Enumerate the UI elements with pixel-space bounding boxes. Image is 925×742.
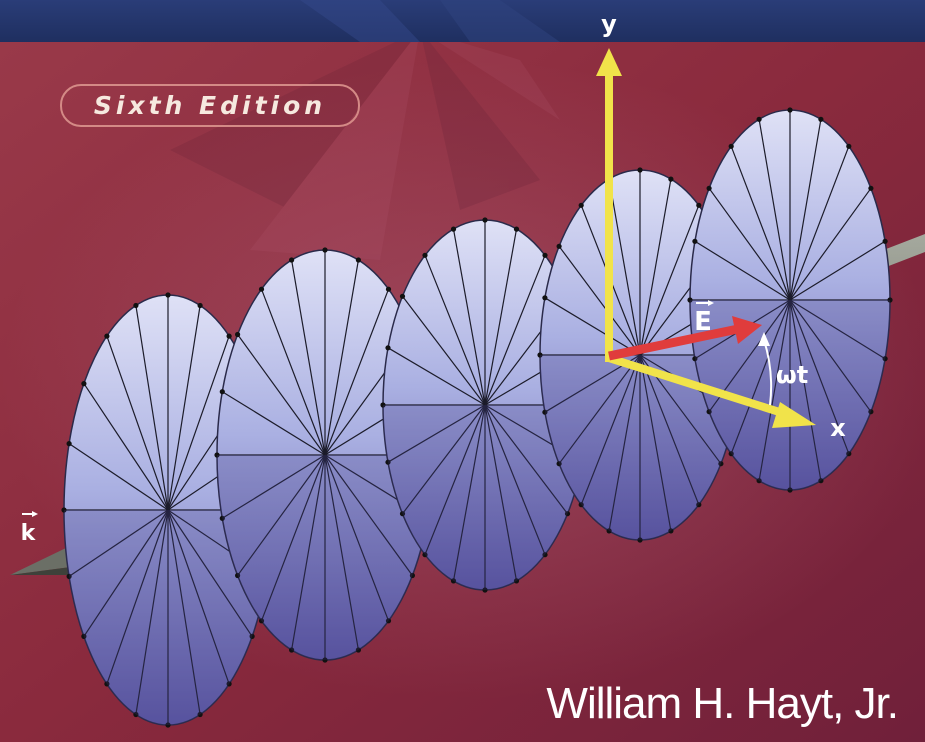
helix-discs: [61, 107, 893, 728]
omega-t-arrow: [758, 332, 770, 346]
x-axis-arrow: [772, 402, 816, 428]
e-vector-line: [608, 324, 739, 361]
y-axis-label: y: [601, 10, 617, 38]
omega-t-label: ωt: [776, 361, 808, 389]
helix-disc: [214, 247, 436, 663]
x-axis-line: [607, 354, 794, 420]
edition-badge: [60, 84, 360, 127]
k-vector-label: k: [21, 521, 37, 546]
e-vector-arrow: [732, 316, 762, 344]
background-fan-shapes: [170, 30, 560, 260]
edition-title: Sixth Edition: [94, 91, 326, 120]
x-axis-label: x: [830, 414, 846, 442]
coordinate-axes: [596, 48, 816, 428]
y-axis-arrow: [596, 48, 622, 76]
e-vector-label: E: [694, 307, 712, 337]
author-name: William H. Hayt, Jr.: [546, 679, 898, 728]
helix-disc: [687, 107, 893, 493]
